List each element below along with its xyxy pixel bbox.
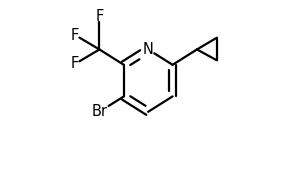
Text: N: N bbox=[143, 42, 154, 57]
Text: Br: Br bbox=[92, 104, 107, 119]
Text: F: F bbox=[95, 9, 104, 24]
Text: F: F bbox=[71, 27, 79, 43]
Text: F: F bbox=[71, 56, 79, 71]
